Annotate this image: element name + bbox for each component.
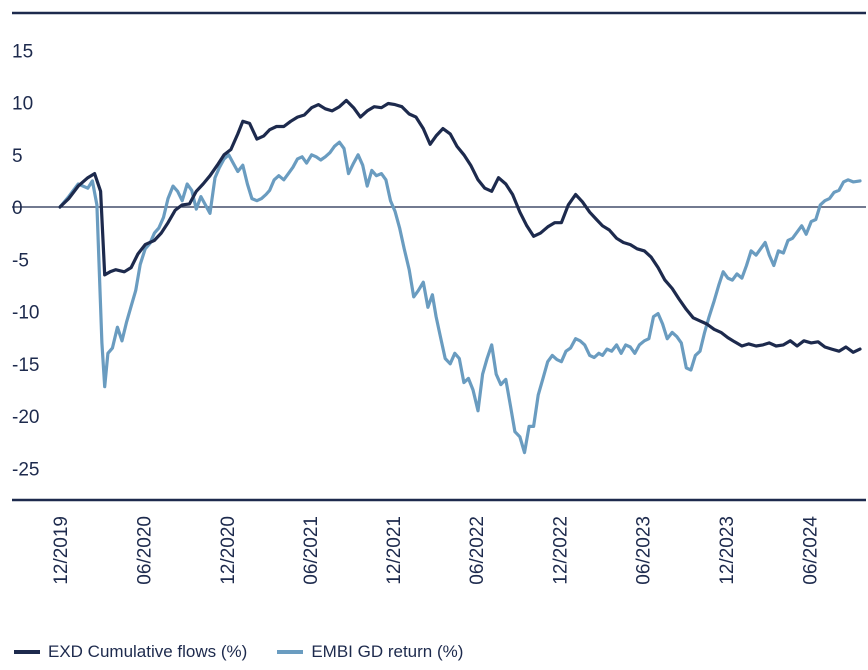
y-tick-label: -10 bbox=[12, 303, 39, 324]
legend-swatch-embi-return bbox=[277, 650, 304, 654]
x-tick-label: 12/2021 bbox=[384, 516, 405, 585]
x-axis-labels: 12/2019 06/2020 12/2020 06/2021 12/2021 06/20… bbox=[51, 516, 821, 585]
y-tick-label: -5 bbox=[12, 250, 29, 271]
legend-label-exd-flows: EXD Cumulative flows (%) bbox=[48, 642, 248, 661]
y-tick-label: -20 bbox=[12, 407, 39, 428]
x-tick-label: 06/2022 bbox=[467, 516, 488, 585]
legend-swatch-exd-flows bbox=[14, 650, 40, 654]
x-tick-label: 06/2021 bbox=[301, 516, 322, 585]
y-axis-labels: 15 10 5 0 -5 -10 -15 -20 -25 bbox=[12, 41, 39, 480]
x-tick-label: 12/2019 bbox=[51, 516, 72, 585]
legend-item-embi-return: EMBI GD return (%) bbox=[277, 642, 463, 662]
x-tick-label: 06/2023 bbox=[634, 516, 655, 585]
legend: EXD Cumulative flows (%) EMBI GD return … bbox=[14, 642, 493, 662]
y-tick-label: 10 bbox=[12, 94, 33, 115]
legend-label-embi-return: EMBI GD return (%) bbox=[311, 642, 464, 661]
x-tick-label: 06/2020 bbox=[134, 516, 155, 585]
y-tick-label: 15 bbox=[12, 41, 33, 62]
x-tick-label: 12/2020 bbox=[218, 516, 239, 585]
x-tick-label: 12/2023 bbox=[717, 516, 738, 585]
legend-item-exd-flows: EXD Cumulative flows (%) bbox=[14, 642, 247, 662]
x-tick-label: 06/2024 bbox=[800, 516, 821, 585]
y-tick-label: -25 bbox=[12, 459, 39, 480]
y-tick-label: 5 bbox=[12, 146, 23, 167]
y-tick-label: 0 bbox=[12, 198, 23, 219]
series-line-embi-return bbox=[58, 140, 862, 455]
x-tick-label: 12/2022 bbox=[551, 516, 572, 585]
series-line-exd-flows bbox=[58, 98, 862, 354]
y-tick-label: -15 bbox=[12, 355, 39, 376]
series-lines bbox=[58, 98, 862, 455]
